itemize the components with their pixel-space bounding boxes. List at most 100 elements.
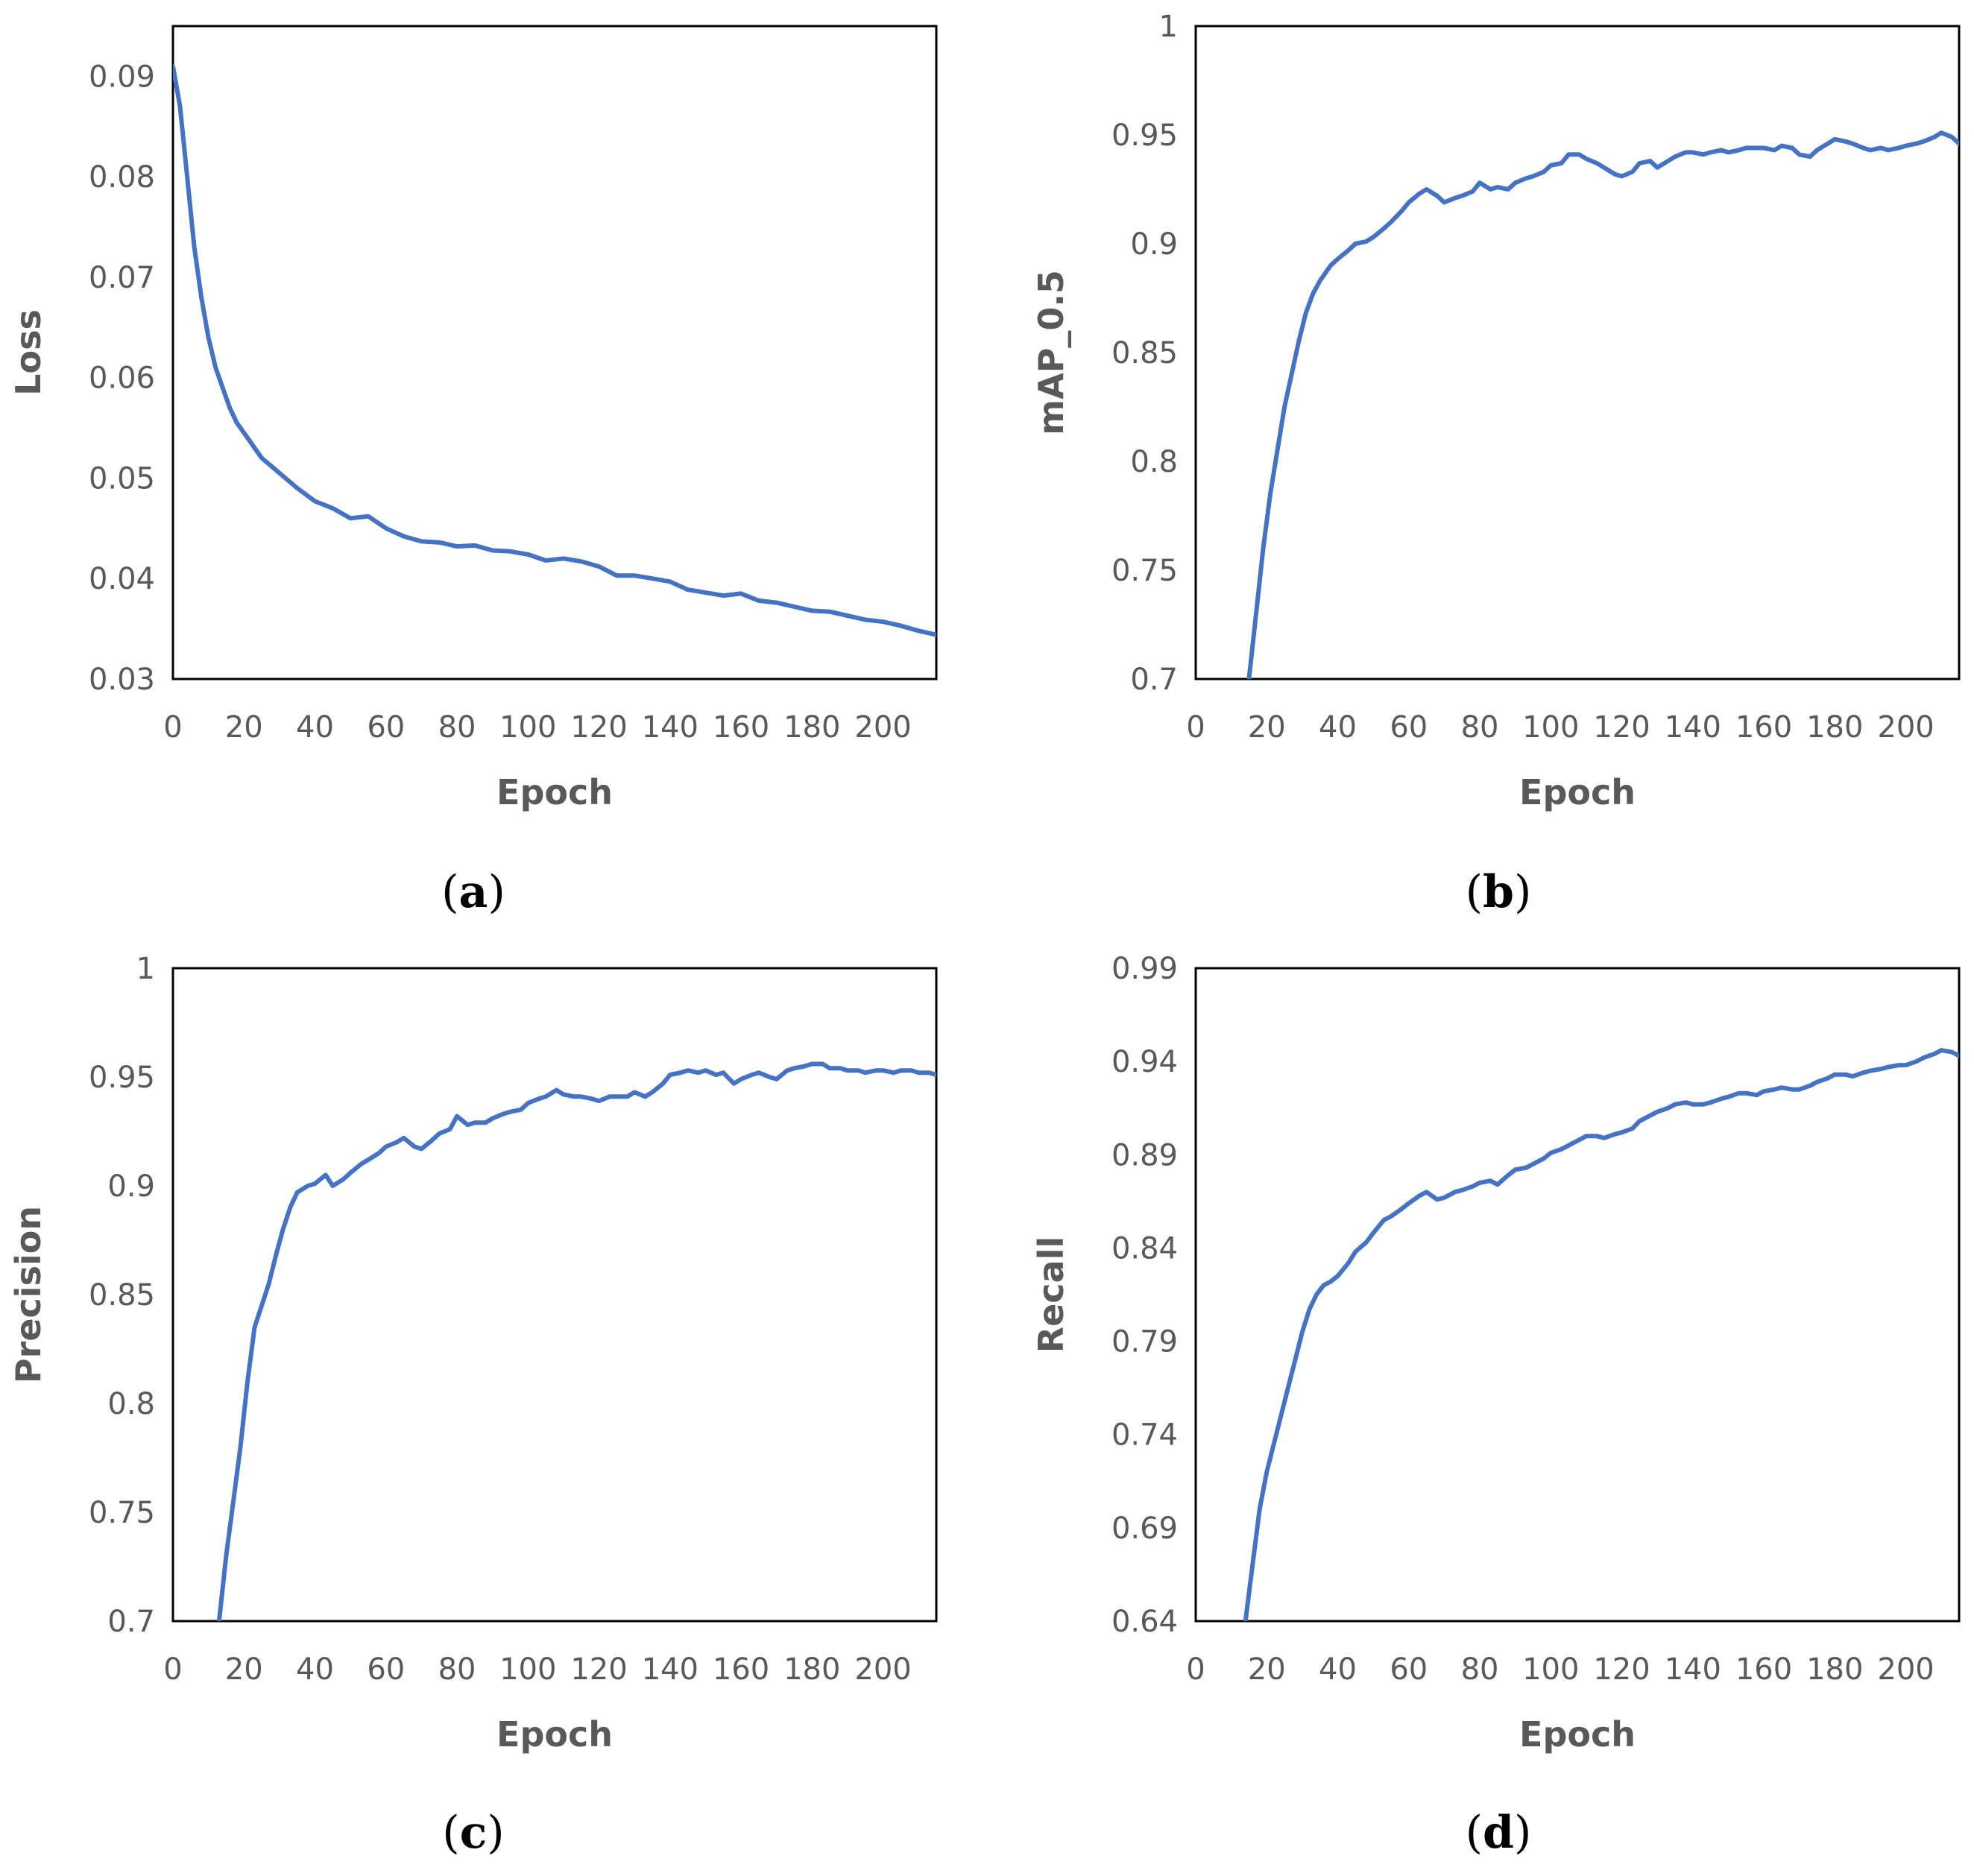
x-tick-label: 0 [163, 710, 182, 745]
x-tick-label: 120 [1593, 710, 1650, 745]
x-axis-title: Epoch [496, 1714, 613, 1755]
caption-d: (d) [1465, 1807, 1532, 1859]
x-tick-label: 120 [570, 710, 627, 745]
x-tick-label: 200 [1877, 1652, 1934, 1687]
y-tick-label: 0.03 [89, 663, 155, 697]
x-axis-title: Epoch [496, 772, 613, 812]
x-tick-label: 40 [296, 710, 334, 745]
x-tick-label: 160 [1735, 1652, 1792, 1687]
plot-area-a [171, 25, 938, 680]
x-tick-label: 20 [225, 710, 263, 745]
y-tick-label: 0.95 [89, 1061, 155, 1095]
x-tick-label: 100 [499, 1652, 556, 1687]
y-tick-label: 0.07 [89, 261, 155, 295]
y-tick-label: 0.06 [89, 361, 155, 396]
y-tick-label: 0.85 [89, 1278, 155, 1313]
x-tick-label: 180 [783, 1652, 840, 1687]
x-tick-label: 100 [499, 710, 556, 745]
x-tick-label: 160 [713, 710, 769, 745]
y-tick-label: 0.08 [89, 160, 155, 195]
y-tick-label: 0.85 [1111, 336, 1178, 370]
y-tick-label: 0.9 [1130, 227, 1178, 262]
x-tick-label: 200 [1877, 710, 1934, 745]
x-tick-label: 60 [1390, 710, 1428, 745]
x-tick-label: 180 [783, 710, 840, 745]
x-tick-label: 40 [1319, 1652, 1357, 1687]
x-tick-label: 140 [1665, 710, 1721, 745]
y-tick-label: 0.79 [1111, 1325, 1178, 1359]
y-tick-label: 0.94 [1111, 1045, 1178, 1079]
x-tick-label: 0 [1186, 710, 1205, 745]
x-tick-label: 140 [642, 710, 699, 745]
x-tick-label: 80 [1461, 1652, 1499, 1687]
y-tick-label: 0.7 [107, 1605, 155, 1639]
x-tick-label: 60 [1390, 1652, 1428, 1687]
series-line-d [1243, 1048, 1959, 1621]
caption-a: (a) [441, 866, 505, 918]
y-tick-label: 0.04 [89, 562, 155, 596]
y-tick-label: 0.69 [1111, 1512, 1178, 1546]
x-tick-label: 20 [225, 1652, 263, 1687]
y-tick-label: 0.7 [1130, 663, 1178, 697]
x-tick-label: 0 [1186, 1652, 1205, 1687]
caption-b: (b) [1465, 866, 1532, 918]
x-tick-label: 160 [713, 1652, 769, 1687]
x-tick-label: 140 [642, 1652, 699, 1687]
x-tick-label: 100 [1522, 710, 1579, 745]
y-tick-label: 0.05 [89, 461, 155, 496]
x-tick-label: 20 [1248, 1652, 1286, 1687]
series-line-b [1246, 130, 1959, 679]
x-tick-label: 100 [1522, 1652, 1579, 1687]
y-tick-label: 0.74 [1111, 1418, 1178, 1453]
x-tick-label: 80 [438, 1652, 476, 1687]
y-tick-label: 0.64 [1111, 1605, 1178, 1639]
y-tick-label: 1 [1159, 10, 1178, 44]
chart-panel-b: 0.7 0.75 0.8 0.85 0.9 0.95 1 0 20 40 60 80 100 120 140… [987, 0, 1974, 938]
chart-panel-d: 0.64 0.69 0.74 0.79 0.84 0.89 0.94 0.99 0 20 40 60 8… [987, 938, 1974, 1875]
x-tick-label: 40 [1319, 710, 1357, 745]
x-tick-label: 60 [367, 710, 405, 745]
chart-c-svg: 0.7 0.75 0.8 0.85 0.9 0.95 1 0 20 40 60 80 100 120 140… [8, 952, 938, 1755]
x-axis-title: Epoch [1519, 1714, 1636, 1755]
plot-area-b [1194, 25, 1961, 680]
x-axis-title: Epoch [1519, 772, 1636, 812]
x-tick-label: 180 [1806, 710, 1863, 745]
chart-a-svg: 0.03 0.04 0.05 0.06 0.07 0.08 0.09 0 20 40 60 80 100… [8, 25, 938, 812]
y-tick-label: 0.95 [1111, 119, 1178, 153]
y-tick-label: 1 [136, 952, 155, 986]
chart-panel-a: 0.03 0.04 0.05 0.06 0.07 0.08 0.09 0 20 40 60 80 100… [0, 0, 987, 938]
y-tick-label: 0.09 [89, 60, 155, 94]
x-tick-label: 180 [1806, 1652, 1863, 1687]
x-tick-label: 40 [296, 1652, 334, 1687]
y-tick-label: 0.9 [107, 1169, 155, 1204]
x-tick-label: 140 [1665, 1652, 1721, 1687]
y-tick-label: 0.75 [1111, 554, 1178, 588]
series-line-a [173, 63, 936, 637]
x-tick-label: 200 [854, 710, 911, 745]
caption-c: (c) [442, 1807, 505, 1859]
x-tick-label: 80 [1461, 710, 1499, 745]
plot-area-c [171, 967, 938, 1623]
x-tick-label: 120 [1593, 1652, 1650, 1687]
chart-d-svg: 0.64 0.69 0.74 0.79 0.84 0.89 0.94 0.99 0 20 40 60 8… [1031, 952, 1961, 1755]
y-tick-label: 0.84 [1111, 1231, 1178, 1266]
y-axis-title: Loss [8, 309, 48, 396]
chart-panel-c: 0.7 0.75 0.8 0.85 0.9 0.95 1 0 20 40 60 80 100 120 140… [0, 938, 987, 1875]
y-tick-label: 0.99 [1111, 952, 1178, 986]
x-tick-label: 120 [570, 1652, 627, 1687]
chart-b-svg: 0.7 0.75 0.8 0.85 0.9 0.95 1 0 20 40 60 80 100 120 140… [1031, 10, 1961, 812]
y-axis-title: mAP_0.5 [1031, 270, 1071, 435]
x-tick-label: 60 [367, 1652, 405, 1687]
y-tick-label: 0.8 [1130, 445, 1178, 479]
x-tick-label: 80 [438, 710, 476, 745]
x-tick-label: 20 [1248, 710, 1286, 745]
y-axis-title: Precision [8, 1206, 48, 1383]
y-tick-label: 0.89 [1111, 1138, 1178, 1172]
y-tick-label: 0.75 [89, 1496, 155, 1530]
plot-area-d [1194, 967, 1961, 1623]
y-tick-label: 0.8 [107, 1387, 155, 1421]
x-tick-label: 0 [163, 1652, 182, 1687]
series-line-c [216, 1061, 936, 1621]
x-tick-label: 160 [1735, 710, 1792, 745]
